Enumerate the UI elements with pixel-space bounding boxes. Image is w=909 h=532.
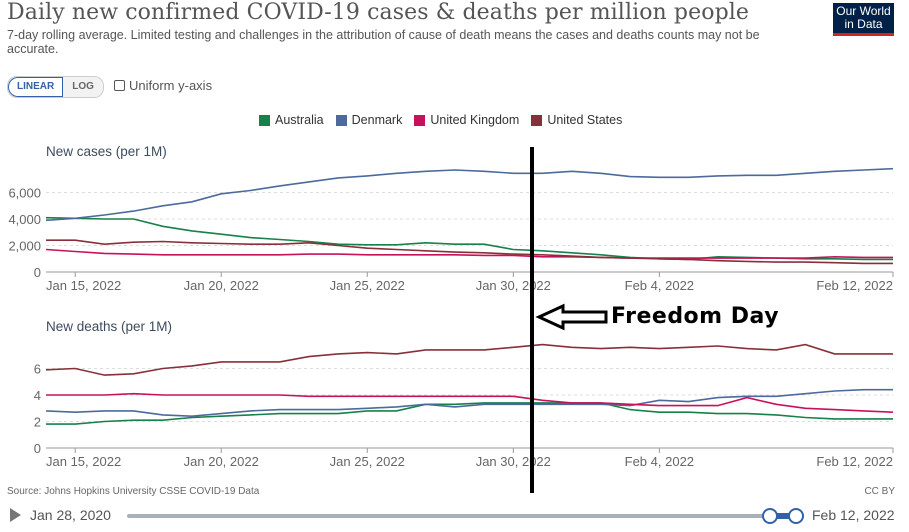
series-line-united-kingdom[interactable] xyxy=(45,248,893,259)
cases-chart: New cases (per 1M) 0 2,000 4,000 6,000 Jan 15… xyxy=(8,144,894,293)
x-tick-label: Jan 30, 2022 xyxy=(476,454,551,469)
series-line-united-states[interactable] xyxy=(46,239,893,265)
timeline-end-label: Feb 12, 2022 xyxy=(812,507,895,523)
series-line-australia[interactable] xyxy=(46,402,893,425)
legend-item-united-states[interactable]: United States xyxy=(531,113,622,127)
legend-item-denmark[interactable]: Denmark xyxy=(335,113,403,127)
arrow-left-icon xyxy=(535,303,608,331)
legend-label: Denmark xyxy=(351,113,403,127)
series-line-united-states[interactable] xyxy=(45,343,893,376)
log-button[interactable]: LOG xyxy=(63,77,103,97)
legend-label: United Kingdom xyxy=(430,113,520,127)
checkbox-icon[interactable] xyxy=(114,80,125,91)
y-tick-label: 4,000 xyxy=(8,212,41,227)
uniform-y-axis-checkbox[interactable]: Uniform y-axis xyxy=(114,78,212,93)
legend-label: United States xyxy=(547,113,623,127)
freedom-day-annotation xyxy=(530,147,608,493)
logo-line-1: Our World xyxy=(836,4,891,18)
uniform-y-axis-label: Uniform y-axis xyxy=(129,78,213,93)
x-tick-label: Jan 25, 2022 xyxy=(330,278,405,293)
legend-swatch xyxy=(259,114,270,126)
x-tick-label: Jan 30, 2022 xyxy=(476,278,551,293)
x-tick-label: Jan 15, 2022 xyxy=(46,454,121,469)
series-line-denmark[interactable] xyxy=(45,167,894,222)
legend-item-united-kingdom[interactable]: United Kingdom xyxy=(414,113,519,127)
x-tick-label: Feb 12, 2022 xyxy=(816,454,893,469)
source-note[interactable]: Source: Johns Hopkins University CSSE CO… xyxy=(7,486,260,497)
license-link[interactable]: CC BY xyxy=(864,486,895,497)
x-tick-label: Jan 20, 2022 xyxy=(184,454,259,469)
x-tick-label: Feb 4, 2022 xyxy=(625,278,694,293)
legend-swatch xyxy=(335,114,347,126)
legend-swatch xyxy=(414,114,426,126)
timeline-end-handle[interactable] xyxy=(788,508,804,524)
logo-line-2: in Data xyxy=(844,17,883,31)
timeline-start-label: Jan 28, 2020 xyxy=(30,507,111,523)
cases-chart-title: New cases (per 1M) xyxy=(46,144,167,159)
series-line-united-kingdom[interactable] xyxy=(46,392,894,413)
series-line-denmark[interactable] xyxy=(45,388,893,418)
scale-toggle: LINEAR LOG xyxy=(7,76,104,98)
legend: Australia Denmark United Kingdom United … xyxy=(259,113,622,127)
timeline-track[interactable] xyxy=(127,514,767,518)
legend-label: Australia xyxy=(275,113,324,127)
legend-swatch xyxy=(531,114,543,126)
deaths-chart-title: New deaths (per 1M) xyxy=(46,319,172,334)
charts-svg: New cases (per 1M) 0 2,000 4,000 6,000 Jan 15… xyxy=(8,144,894,493)
x-tick-label: Feb 4, 2022 xyxy=(625,454,694,469)
x-tick-label: Feb 12, 2022 xyxy=(816,278,893,293)
freedom-day-label: Freedom Day xyxy=(611,304,780,329)
owid-logo[interactable]: Our World in Data xyxy=(833,3,894,36)
timeline-start-handle[interactable] xyxy=(762,508,778,524)
chart-subtitle: 7-day rolling average. Limited testing a… xyxy=(7,28,760,56)
y-tick-label: 2 xyxy=(34,415,41,430)
x-tick-label: Jan 25, 2022 xyxy=(330,454,405,469)
x-tick-label: Jan 20, 2022 xyxy=(184,278,259,293)
timeline-selected-range[interactable] xyxy=(770,513,794,519)
play-icon[interactable] xyxy=(10,508,21,522)
y-tick-label: 6,000 xyxy=(8,186,41,201)
y-tick-label: 4 xyxy=(34,388,41,403)
timeline: Jan 28, 2020 Feb 12, 2022 xyxy=(0,504,909,526)
y-tick-label: 2,000 xyxy=(8,239,41,254)
linear-button[interactable]: LINEAR xyxy=(8,77,64,97)
y-tick-label: 0 xyxy=(34,441,41,456)
y-tick-label: 6 xyxy=(34,362,41,377)
legend-item-australia[interactable]: Australia xyxy=(259,113,324,127)
deaths-chart: New deaths (per 1M) 0 2 4 6 Jan 15, 2022 Jan 2… xyxy=(34,319,894,469)
chart-title: Daily new confirmed COVID-19 cases & dea… xyxy=(7,0,750,25)
x-tick-label: Jan 15, 2022 xyxy=(46,278,121,293)
y-tick-label: 0 xyxy=(34,265,41,280)
